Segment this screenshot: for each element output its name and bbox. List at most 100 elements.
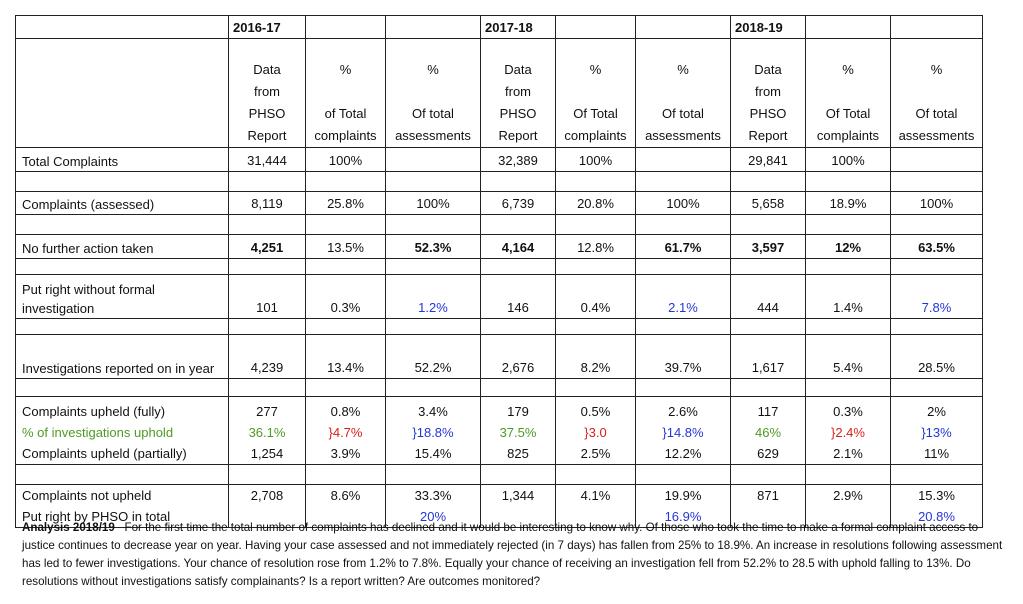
cell-value: 20% xyxy=(419,509,447,524)
value-cell: 3,597 xyxy=(730,234,806,259)
cell-value: 46% xyxy=(754,425,782,440)
spacer-cell xyxy=(480,318,556,335)
header-line: complaints xyxy=(564,128,627,143)
year-cell: 2016-17 xyxy=(228,15,306,39)
cell-value: 444 xyxy=(757,300,779,315)
header-line: Data xyxy=(504,62,532,77)
header-line: Report xyxy=(748,128,788,143)
corner-cell xyxy=(15,38,229,148)
header-line: Of Total xyxy=(573,106,618,121)
row-label: % of investigations uphold xyxy=(22,425,174,440)
header-line: Of Total xyxy=(825,106,871,121)
value-cell: 4,239 xyxy=(228,334,306,379)
value-cell: 100% xyxy=(305,147,386,172)
spacer-cell xyxy=(305,171,386,192)
header-line xyxy=(895,81,978,103)
spacer-cell xyxy=(385,171,481,192)
spacer-cell xyxy=(730,214,806,235)
value-cell: 12.8% xyxy=(555,234,636,259)
value-cell: 0.4% xyxy=(555,274,636,319)
cell-value: 100% xyxy=(328,153,363,168)
cell-value: }18.8% xyxy=(412,425,454,440)
spacer-cell xyxy=(635,214,731,235)
header-line: PHSO xyxy=(499,106,537,121)
value-cell xyxy=(385,147,481,172)
value-cell: 100% xyxy=(555,147,636,172)
value-cell: 100% xyxy=(635,191,731,215)
value-cell: 2.9% xyxy=(805,484,891,528)
spacer-row xyxy=(15,171,983,192)
cell-value: 629 xyxy=(757,446,779,461)
table-wrap: 2016-17 2017-18 2018-19 Data from PHSO Report%… xyxy=(15,15,983,528)
row-label-cell: Complaints upheld (fully) % of investigat… xyxy=(15,396,229,465)
header-line: from xyxy=(505,84,531,99)
cell-value: 1.2% xyxy=(418,300,448,315)
year-blank xyxy=(305,15,386,39)
cell-value: 6,739 xyxy=(501,196,535,211)
cell-value: 0.3% xyxy=(833,404,863,419)
data-row: Complaints not upheld Put right by PHSO i… xyxy=(15,484,983,528)
row-label: No further action taken xyxy=(22,241,154,256)
row-label: Complaints not upheld xyxy=(22,488,152,503)
spacer-cell xyxy=(385,318,481,335)
cell-value: 100% xyxy=(666,196,700,211)
year-blank xyxy=(385,15,481,39)
cell-value: 11% xyxy=(923,446,950,461)
cell-value: 2.1% xyxy=(668,300,698,315)
column-header: Data from PHSO Report xyxy=(228,38,306,148)
value-cell: 5.4% xyxy=(805,334,891,379)
header-line: PHSO xyxy=(248,106,286,121)
cell-value: 8.6% xyxy=(330,488,361,503)
value-cell: 2.1% xyxy=(635,274,731,319)
spacer-cell xyxy=(305,318,386,335)
cell-value: 2.9% xyxy=(833,488,863,503)
value-cell: 25.8% xyxy=(305,191,386,215)
row-label: Investigations reported on in year xyxy=(22,361,215,376)
value-cell: 117 46% 629 xyxy=(730,396,806,465)
cell-value: 2,676 xyxy=(501,360,535,375)
value-cell: 179 37.5% 825 xyxy=(480,396,556,465)
spacer-cell xyxy=(228,378,306,397)
cell-value: 8.2% xyxy=(580,360,611,375)
cell-value: 29,841 xyxy=(748,153,788,168)
cell-value: 5,658 xyxy=(751,196,785,211)
value-cell: 100% xyxy=(805,147,891,172)
row-label: Complaints (assessed) xyxy=(22,197,155,212)
header-line: % xyxy=(842,62,854,77)
header-line: assessments xyxy=(898,128,975,143)
spacer-cell xyxy=(730,171,806,192)
value-cell: 20.8% xyxy=(555,191,636,215)
row-label: Put right without formal investigation xyxy=(22,282,155,316)
value-cell: 4,164 xyxy=(480,234,556,259)
row-label-cell: No further action taken xyxy=(15,234,229,259)
cell-value: 8,119 xyxy=(251,196,283,211)
analysis-text: For the first time the total number of c… xyxy=(22,521,1003,588)
header-line: % xyxy=(589,62,602,77)
header-row: Data from PHSO Report% of Total complaints% Of… xyxy=(15,38,983,148)
cell-value: }4.7% xyxy=(328,425,363,440)
cell-value: 1,344 xyxy=(501,488,535,503)
cell-value: 2% xyxy=(927,404,946,419)
cell-value: 12% xyxy=(834,240,862,255)
value-cell: 0.3% xyxy=(305,274,386,319)
cell-value: 0.4% xyxy=(580,300,611,315)
header-line xyxy=(810,81,886,103)
data-table: 2016-17 2017-18 2018-19 Data from PHSO Report%… xyxy=(15,15,983,528)
cell-value: 2.5% xyxy=(580,446,611,461)
spacer-cell xyxy=(635,258,731,275)
header-line xyxy=(640,81,726,103)
value-cell: 0.5%}3.0 2.5% xyxy=(555,396,636,465)
cell-value: 20.8% xyxy=(918,509,955,524)
cell-value: 100% xyxy=(578,153,613,168)
cell-value: }3.0 xyxy=(584,425,607,440)
spacer-cell xyxy=(805,258,891,275)
cell-value xyxy=(640,150,726,171)
spacer-cell xyxy=(555,214,636,235)
spacer-cell xyxy=(228,258,306,275)
cell-value: 12.8% xyxy=(577,240,614,255)
value-cell: 4.1% xyxy=(555,484,636,528)
cell-value: }13% xyxy=(921,425,952,440)
spacer-row xyxy=(15,258,983,275)
spacer-cell xyxy=(730,378,806,397)
